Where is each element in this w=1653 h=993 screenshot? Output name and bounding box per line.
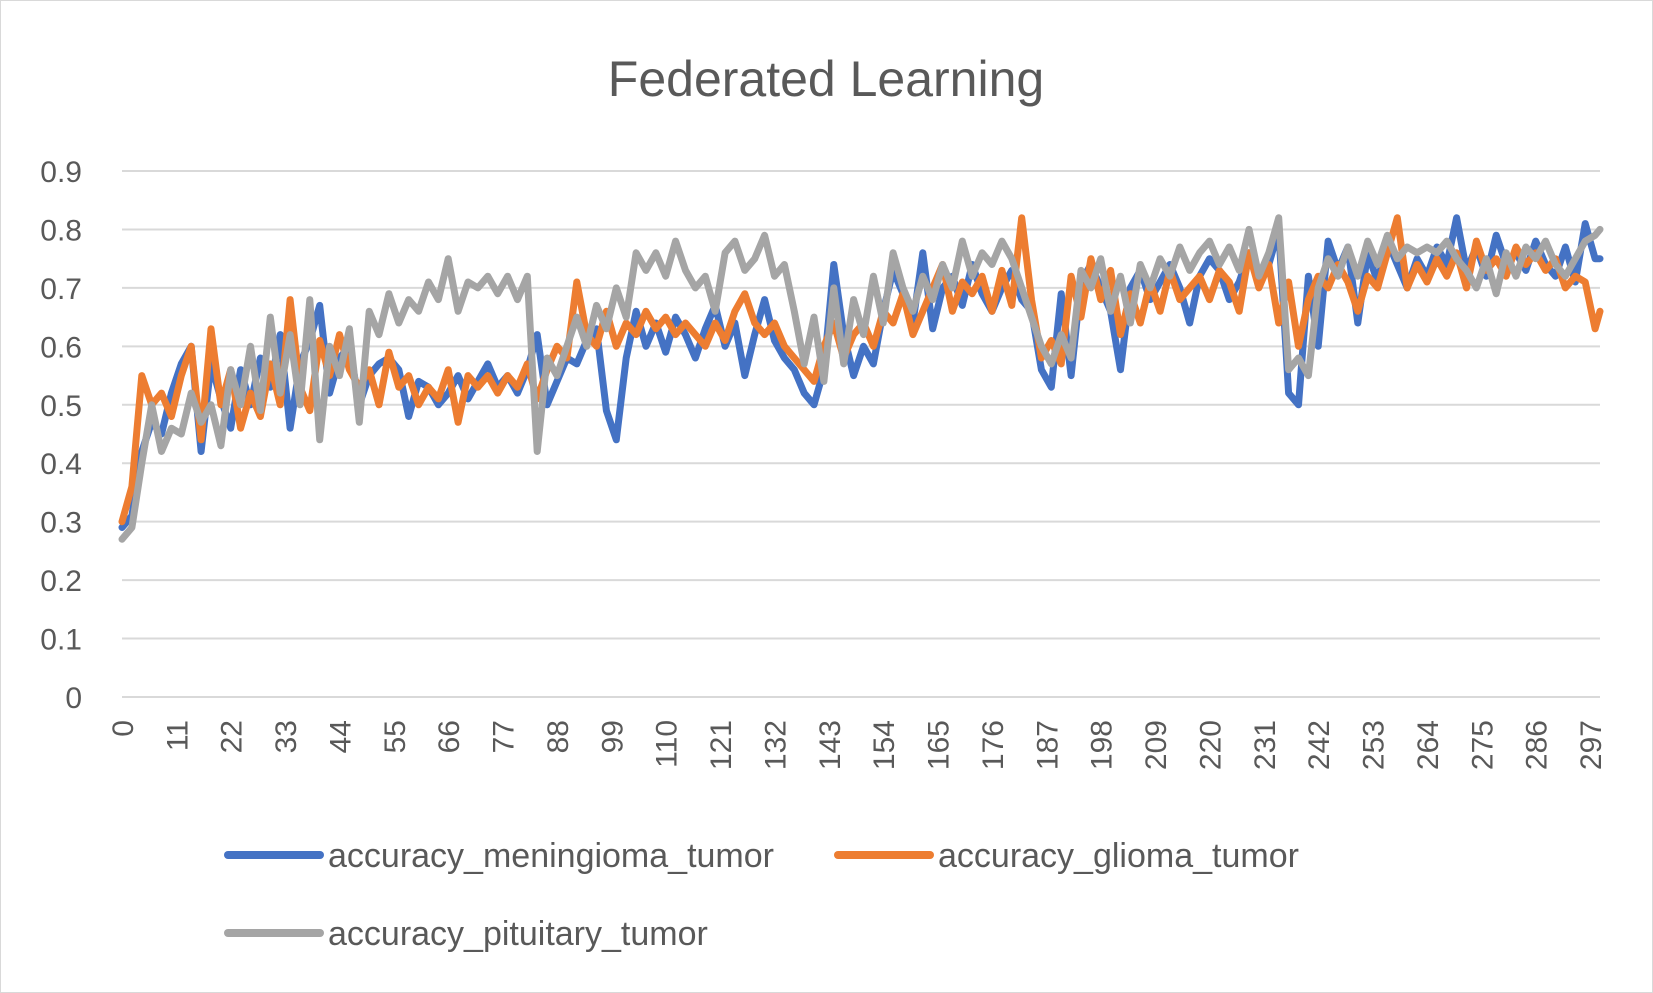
x-tick-label: 297 bbox=[1575, 720, 1608, 770]
x-tick-label: 275 bbox=[1466, 720, 1499, 770]
series-line-2 bbox=[118, 214, 1604, 543]
x-tick-label: 187 bbox=[1031, 720, 1064, 770]
gridlines bbox=[122, 170, 1600, 698]
y-tick-label: 0.2 bbox=[40, 565, 82, 598]
y-tick-label: 0.5 bbox=[40, 390, 82, 423]
chart-title: Federated Learning bbox=[608, 51, 1044, 107]
y-axis-ticks: 0 0.1 0.2 0.3 0.4 0.5 0.6 0.7 0.8 0.9 bbox=[40, 156, 82, 715]
x-tick-label: 110 bbox=[651, 720, 684, 768]
x-tick-label: 220 bbox=[1194, 720, 1227, 770]
y-tick-label: 0.8 bbox=[40, 214, 82, 247]
x-tick-label: 0 bbox=[107, 720, 140, 737]
y-tick-label: 0.4 bbox=[40, 448, 82, 481]
x-axis-ticks: 0 11 22 33 44 55 66 77 88 99 110 121 132 143 154 165 176… bbox=[107, 720, 1608, 770]
x-tick-label: 66 bbox=[433, 720, 466, 753]
y-tick-label: 0.6 bbox=[40, 331, 82, 364]
x-tick-label: 99 bbox=[596, 720, 629, 753]
x-tick-label: 143 bbox=[814, 720, 847, 770]
legend-label-1[interactable]: accuracy_glioma_tumor bbox=[938, 837, 1299, 875]
x-tick-label: 132 bbox=[759, 720, 792, 770]
x-tick-label: 264 bbox=[1412, 720, 1445, 770]
x-tick-label: 55 bbox=[379, 720, 412, 753]
legend[interactable]: accuracy_meningioma_tumor accuracy_glioma… bbox=[224, 837, 1299, 953]
x-tick-label: 286 bbox=[1521, 720, 1554, 770]
legend-label-2[interactable]: accuracy_pituitary_tumor bbox=[328, 915, 708, 953]
x-tick-label: 209 bbox=[1140, 720, 1173, 770]
y-tick-label: 0.7 bbox=[40, 273, 82, 306]
x-tick-label: 165 bbox=[923, 720, 956, 770]
y-tick-label: 0.3 bbox=[40, 507, 82, 540]
y-tick-label: 0.1 bbox=[40, 624, 82, 657]
y-tick-label: 0 bbox=[65, 682, 82, 715]
x-tick-label: 88 bbox=[542, 720, 575, 753]
x-tick-label: 231 bbox=[1249, 720, 1282, 770]
legend-label-0[interactable]: accuracy_meningioma_tumor bbox=[328, 837, 774, 875]
x-tick-label: 154 bbox=[868, 720, 901, 770]
x-tick-label: 198 bbox=[1086, 720, 1119, 770]
x-tick-label: 242 bbox=[1303, 720, 1336, 770]
series-lines bbox=[118, 214, 1604, 543]
x-tick-label: 121 bbox=[705, 720, 738, 770]
x-tick-label: 176 bbox=[977, 720, 1010, 770]
x-tick-label: 22 bbox=[216, 720, 249, 753]
x-tick-label: 33 bbox=[270, 720, 303, 753]
x-tick-label: 11 bbox=[161, 720, 194, 751]
x-tick-label: 44 bbox=[324, 720, 357, 753]
x-tick-label: 77 bbox=[488, 720, 521, 753]
x-tick-label: 253 bbox=[1358, 720, 1391, 770]
y-tick-label: 0.9 bbox=[40, 156, 82, 189]
